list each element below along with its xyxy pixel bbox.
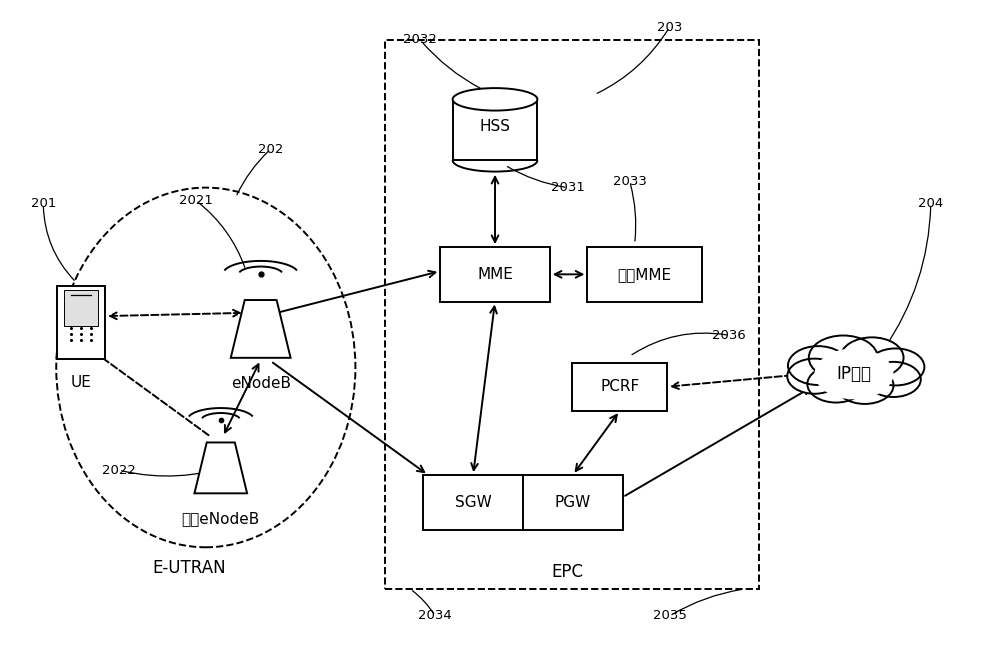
Text: 其它eNodeB: 其它eNodeB [182, 511, 260, 526]
Text: 2032: 2032 [403, 34, 437, 46]
Bar [440, 247, 550, 302]
Polygon shape [231, 300, 291, 358]
Circle shape [836, 367, 894, 404]
Bar [423, 475, 623, 530]
Text: 2031: 2031 [551, 181, 585, 194]
Bar [57, 286, 105, 359]
Circle shape [867, 348, 924, 386]
Text: 2022: 2022 [102, 464, 136, 477]
Text: 201: 201 [31, 197, 56, 210]
Ellipse shape [453, 88, 537, 110]
Text: PCRF: PCRF [600, 379, 639, 394]
Bar [587, 247, 702, 302]
Circle shape [866, 362, 921, 397]
Circle shape [840, 337, 904, 378]
Text: 2034: 2034 [418, 610, 452, 622]
Text: 203: 203 [657, 21, 682, 34]
Text: 202: 202 [258, 143, 283, 155]
Circle shape [809, 335, 878, 380]
Bar [385, 40, 759, 589]
Text: UE: UE [71, 375, 92, 390]
Text: 2036: 2036 [712, 329, 746, 342]
Text: 2035: 2035 [653, 610, 686, 622]
Text: SGW: SGW [455, 495, 491, 510]
Bar [572, 362, 667, 411]
Text: 2021: 2021 [179, 194, 213, 207]
Circle shape [788, 346, 848, 385]
Text: PGW: PGW [555, 495, 591, 510]
Text: IP业务: IP业务 [837, 365, 872, 383]
Circle shape [787, 359, 842, 393]
Text: MME: MME [477, 267, 513, 282]
Text: E-UTRAN: E-UTRAN [152, 559, 226, 577]
Polygon shape [194, 442, 247, 493]
Text: 204: 204 [918, 197, 943, 210]
Bar [453, 99, 537, 161]
Circle shape [807, 366, 865, 402]
Text: EPC: EPC [552, 562, 584, 581]
Bar [64, 290, 98, 326]
Text: HSS: HSS [480, 119, 511, 134]
Circle shape [815, 348, 894, 399]
Text: 2033: 2033 [613, 175, 647, 188]
Text: eNodeB: eNodeB [231, 376, 291, 391]
Text: 其它MME: 其它MME [618, 267, 672, 282]
